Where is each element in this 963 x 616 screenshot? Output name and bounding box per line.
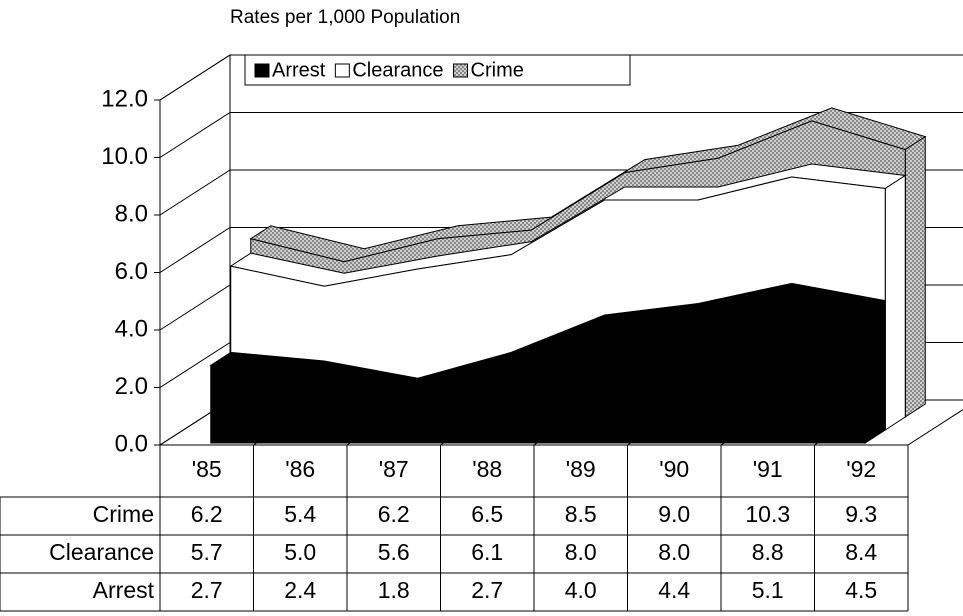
table-value: 2.7 [191,577,223,603]
table-value: 2.4 [284,577,316,603]
table-value: 5.0 [284,539,316,565]
table-value: 4.4 [658,577,690,603]
x-tick-label: '90 [659,456,689,482]
row-label: Crime [93,501,154,527]
y-tick-label: 12.0 [101,85,148,112]
table-value: 6.5 [471,501,503,527]
legend-label: Arrest [272,59,326,81]
legend-swatch [254,63,270,78]
legend-label: Crime [471,59,524,81]
area-side [864,299,886,444]
table-value: 4.5 [845,577,877,603]
legend-label: Clearance [352,59,443,81]
row-label: Clearance [49,539,154,565]
grid-line [159,112,963,158]
table-value: 6.1 [471,539,503,565]
table-value: 5.4 [284,501,316,527]
table-value: 6.2 [378,501,410,527]
table-value: 8.5 [565,501,597,527]
table-value: 5.1 [752,577,784,603]
grid-line [159,54,963,101]
legend-box [244,54,631,86]
x-tick-label: '85 [192,456,222,482]
area-side [884,174,906,431]
area [210,295,866,444]
table-value: 8.0 [658,539,690,565]
table-value: 1.8 [378,577,410,603]
chart-title: Rates per 1,000 Population [230,7,460,28]
table-value: 8.0 [565,539,597,565]
x-tick-label: '91 [753,456,783,482]
table-value: 8.4 [845,539,877,565]
x-tick-label: '92 [846,456,876,482]
y-tick-label: 6.0 [115,258,148,285]
x-tick-label: '89 [566,456,596,482]
y-tick-label: 10.0 [101,143,148,170]
y-tick-label: 0.0 [115,430,148,457]
row-label: Arrest [93,577,155,603]
x-tick-label: '87 [379,456,409,482]
legend-swatch [453,63,469,78]
y-tick-label: 4.0 [115,315,148,342]
table-value: 6.2 [191,501,223,527]
table-value: 5.6 [378,539,410,565]
table-value: 2.7 [471,577,503,603]
table-value: 5.7 [191,539,223,565]
table-value: 9.0 [658,501,690,527]
table-value: 8.8 [752,539,784,565]
y-tick-label: 8.0 [115,200,148,227]
table-value: 4.0 [565,577,597,603]
area-side [904,135,926,418]
x-tick-label: '88 [472,456,502,482]
legend-swatch [334,63,350,78]
y-tick-label: 2.0 [115,373,148,400]
x-tick-label: '86 [285,456,315,482]
table-value: 9.3 [845,501,877,527]
table-value: 10.3 [745,501,790,527]
